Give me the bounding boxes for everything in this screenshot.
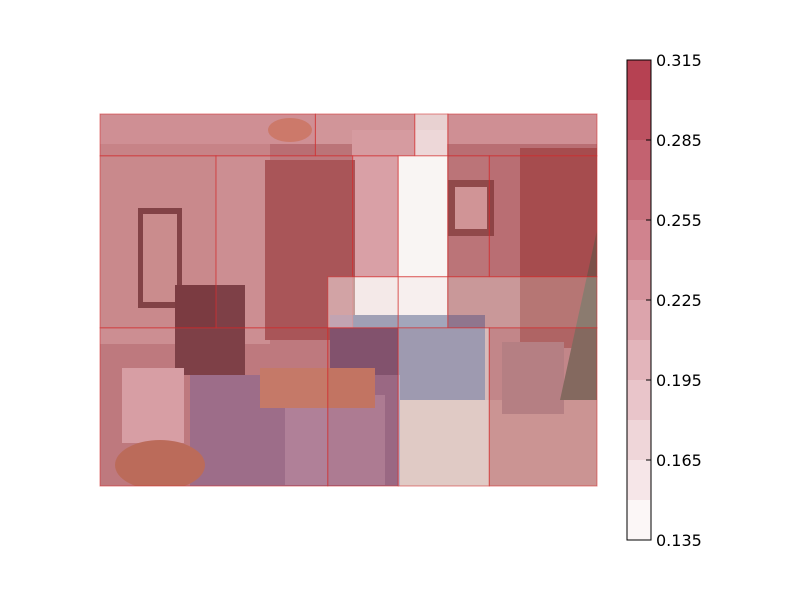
colorbar-segment-7	[627, 220, 651, 260]
heatmap-cell-1	[314, 113, 416, 157]
colorbar-segment-1	[627, 460, 651, 500]
colorbar-tick-label-3: 0.225	[656, 291, 702, 310]
colorbar-segment-6	[627, 260, 651, 300]
heatmap-cell-15	[397, 327, 490, 487]
colorbar	[626, 59, 652, 541]
heatmap-cell-10	[327, 276, 399, 329]
colorbar-segment-5	[627, 300, 651, 340]
heatmap-overlay	[99, 113, 598, 487]
heatmap-cell-9	[488, 155, 598, 278]
heatmap-cell-3	[447, 113, 598, 157]
heatmap-cell-4	[99, 155, 217, 329]
colorbar-segment-2	[627, 420, 651, 460]
colorbar-tick-label-2: 0.255	[656, 211, 702, 230]
colorbar-ticks: 0.315 0.285 0.255 0.225 0.195 0.165 0.135	[646, 51, 702, 550]
colorbar-tick-label-5: 0.165	[656, 451, 702, 470]
colorbar-segment-3	[627, 380, 651, 420]
heatmap-cell-7	[397, 155, 449, 278]
colorbar-segment-11	[627, 60, 651, 100]
colorbar-segment-10	[627, 100, 651, 140]
colorbar-segment-0	[627, 500, 651, 540]
colorbar-segment-8	[627, 180, 651, 220]
heatmap-cell-13	[99, 327, 329, 487]
heatmap-cell-8	[447, 155, 490, 278]
colorbar-tick-label-4: 0.195	[656, 371, 702, 390]
heatmap-cell-16	[488, 327, 598, 487]
heatmap-cell-2	[414, 113, 449, 157]
heatmap-cell-11	[397, 276, 449, 329]
colorbar-tick-label-0: 0.315	[656, 51, 702, 70]
heatmap-cell-12	[447, 276, 598, 329]
heatmap-cell-14	[327, 327, 399, 487]
heatmap-cell-0	[99, 113, 316, 157]
heatmap-cell-6	[352, 155, 399, 278]
colorbar-segment-4	[627, 340, 651, 380]
colorbar-tick-label-6: 0.135	[656, 531, 702, 550]
colorbar-segment-9	[627, 140, 651, 180]
colorbar-tick-label-1: 0.285	[656, 131, 702, 150]
